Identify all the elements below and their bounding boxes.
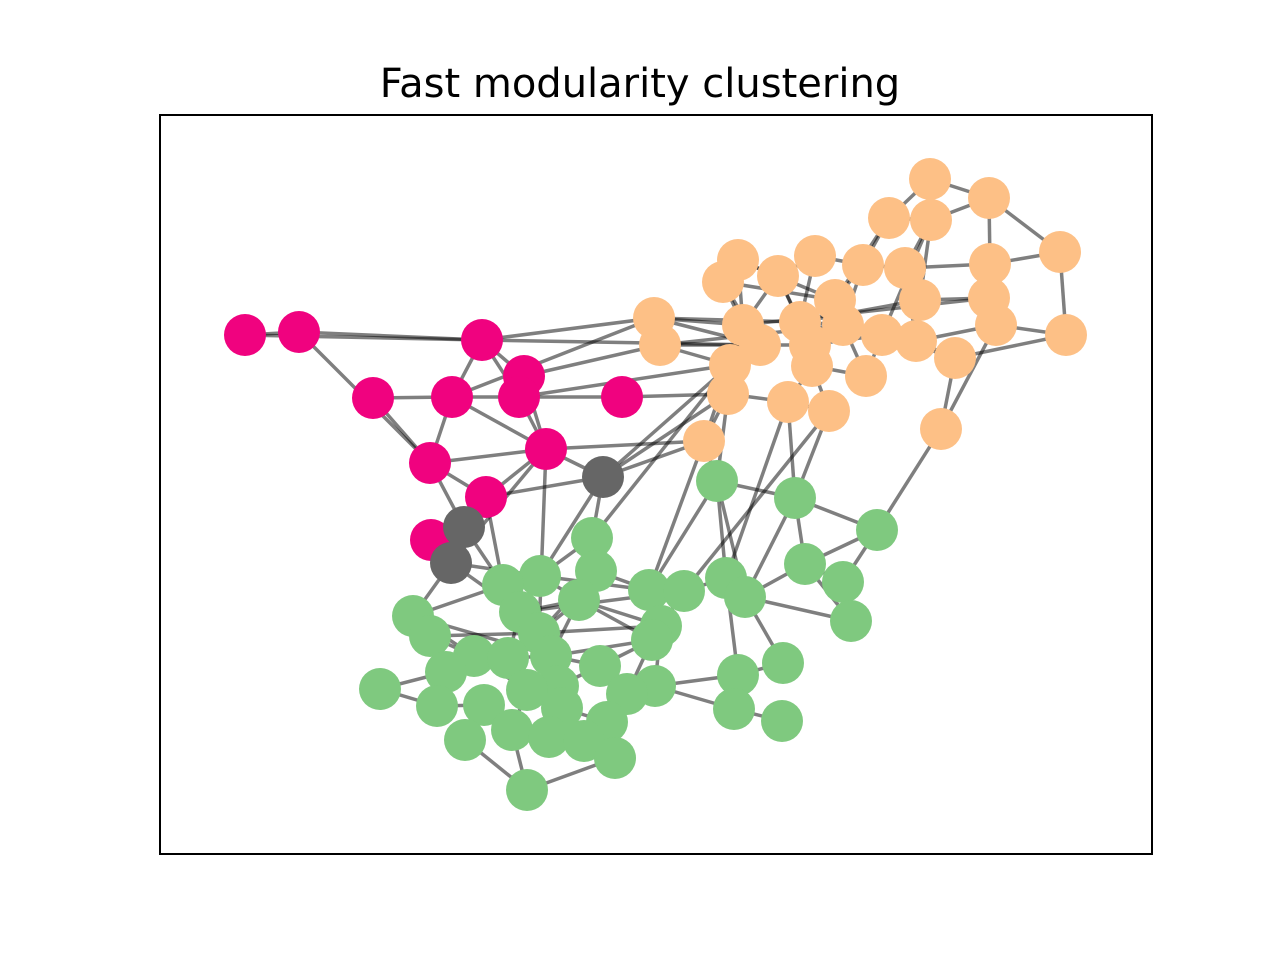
node-g21 [631, 619, 673, 661]
node-g43 [563, 720, 605, 762]
edge-g11-o32 [724, 401, 790, 579]
node-m1 [224, 314, 266, 356]
node-o4 [910, 199, 952, 241]
node-o34 [920, 408, 962, 450]
edge-m2-m3 [298, 330, 483, 342]
node-k3 [430, 542, 472, 584]
nodes-layer [224, 158, 1087, 811]
node-g44 [594, 737, 636, 779]
node-m5 [352, 377, 394, 419]
node-g27 [425, 651, 467, 693]
node-g5 [784, 543, 826, 585]
node-g42 [444, 719, 486, 761]
edge-m4-o24 [523, 343, 661, 378]
edge-g20-m9 [537, 448, 548, 634]
edge-k1-o28 [601, 363, 732, 479]
node-o1 [909, 158, 951, 200]
chart-title: Fast modularity clustering [379, 61, 901, 107]
node-g17 [830, 600, 872, 642]
node-o17 [975, 304, 1017, 346]
node-g31 [506, 669, 548, 711]
node-g25 [579, 645, 621, 687]
node-o14 [899, 279, 941, 321]
node-o32 [767, 381, 809, 423]
node-o18 [1045, 314, 1087, 356]
node-o5 [1039, 231, 1081, 273]
node-o10 [884, 247, 926, 289]
node-g35 [463, 684, 505, 726]
node-o22 [861, 314, 903, 356]
node-o23 [895, 320, 937, 362]
node-g14 [558, 579, 600, 621]
node-m6 [431, 376, 473, 418]
node-m2 [278, 311, 320, 353]
edge-m9-o35 [545, 439, 705, 451]
node-o11 [702, 261, 744, 303]
node-k1 [582, 456, 624, 498]
node-o30 [845, 355, 887, 397]
node-m8 [601, 376, 643, 418]
node-m7 [498, 376, 540, 418]
edge-g10-o33 [682, 409, 831, 593]
node-g10 [663, 570, 705, 612]
node-g4 [571, 517, 613, 559]
node-o9 [842, 244, 884, 286]
edge-g1-g9 [647, 480, 719, 591]
edge-g9-o35 [647, 440, 706, 591]
node-m11 [465, 476, 507, 518]
node-k2 [443, 506, 485, 548]
node-o3 [868, 197, 910, 239]
node-g36 [713, 688, 755, 730]
node-g40 [491, 709, 533, 751]
node-g1 [696, 460, 738, 502]
node-g13 [724, 576, 766, 618]
node-o35 [683, 420, 725, 462]
node-g2 [774, 477, 816, 519]
plot-frame [159, 114, 1153, 855]
node-g6 [519, 555, 561, 597]
node-g41 [528, 716, 570, 758]
node-m9 [525, 428, 567, 470]
node-o31 [707, 373, 749, 415]
node-o8 [794, 235, 836, 277]
node-o33 [808, 390, 850, 432]
node-o2 [968, 177, 1010, 219]
node-g45 [506, 769, 548, 811]
node-g39 [761, 700, 803, 742]
node-g29 [359, 668, 401, 710]
edge-k1-o31 [602, 392, 729, 479]
node-g26 [762, 642, 804, 684]
node-o21 [822, 304, 864, 346]
node-g28 [717, 654, 759, 696]
node-o24 [639, 324, 681, 366]
node-g9 [628, 569, 670, 611]
node-o27 [934, 337, 976, 379]
node-g12 [822, 561, 864, 603]
node-g34 [416, 685, 458, 727]
edge-g4-o28 [590, 363, 732, 540]
node-g23 [487, 637, 529, 679]
node-g18 [409, 615, 451, 657]
edge-m6-o16 [451, 316, 655, 399]
node-o12 [757, 255, 799, 297]
node-o25 [739, 324, 781, 366]
edge-m3-o16 [481, 316, 655, 342]
node-m10 [409, 442, 451, 484]
node-g3 [856, 509, 898, 551]
edge-m3-o25 [481, 338, 761, 347]
node-o6 [969, 243, 1011, 285]
node-o29 [791, 345, 833, 387]
node-m3 [461, 319, 503, 361]
